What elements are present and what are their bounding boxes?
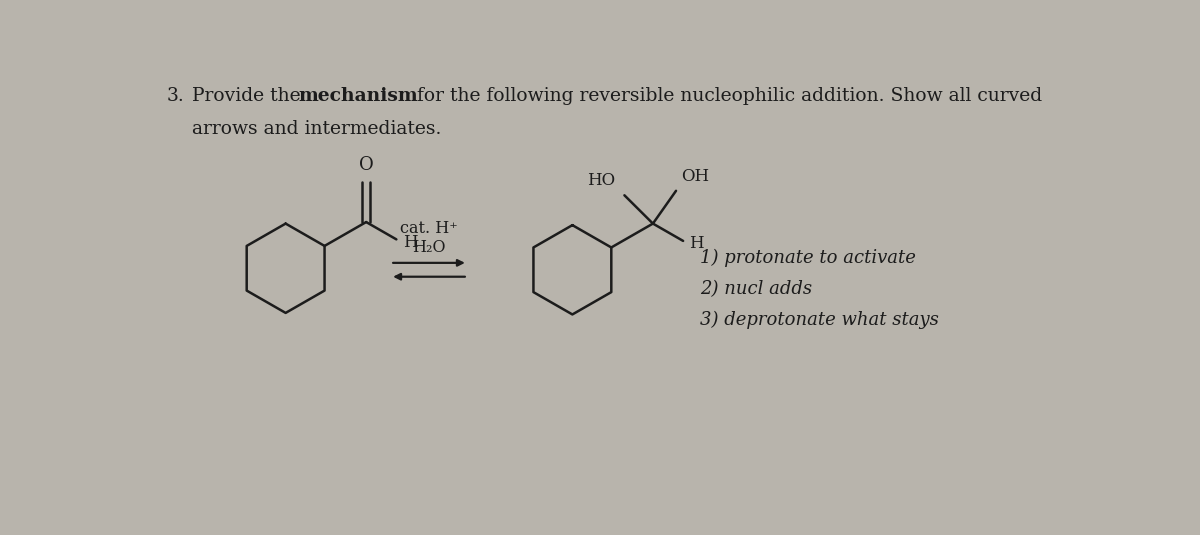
Text: 2) nucl adds: 2) nucl adds <box>701 280 812 298</box>
Text: mechanism: mechanism <box>299 87 419 105</box>
Text: HO: HO <box>587 172 616 189</box>
Text: H: H <box>402 234 418 251</box>
Text: arrows and intermediates.: arrows and intermediates. <box>192 120 442 137</box>
Text: 3) deprotonate what stays: 3) deprotonate what stays <box>701 311 940 329</box>
Text: O: O <box>359 156 373 174</box>
Text: OH: OH <box>680 167 709 185</box>
Text: for the following reversible nucleophilic addition. Show all curved: for the following reversible nucleophili… <box>412 87 1043 105</box>
Text: 1) protonate to activate: 1) protonate to activate <box>701 249 916 268</box>
Text: H₂O: H₂O <box>413 239 445 256</box>
Text: H: H <box>689 235 704 253</box>
Text: Provide the: Provide the <box>192 87 306 105</box>
Text: 3.: 3. <box>167 87 185 105</box>
Text: cat. H⁺: cat. H⁺ <box>400 220 458 238</box>
